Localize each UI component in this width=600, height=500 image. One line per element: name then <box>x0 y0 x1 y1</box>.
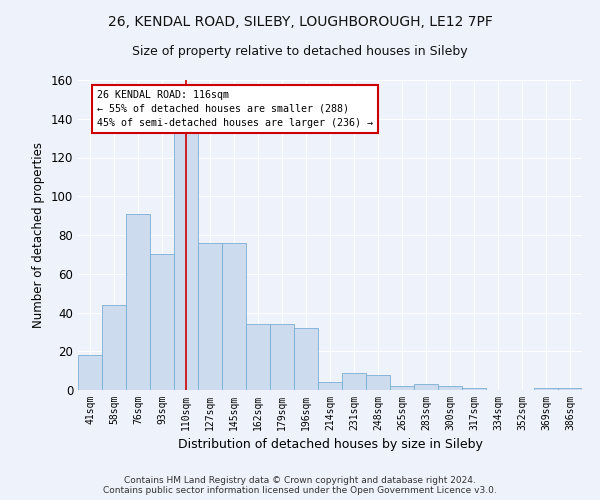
Bar <box>246 324 270 390</box>
Text: Contains HM Land Registry data © Crown copyright and database right 2024.
Contai: Contains HM Land Registry data © Crown c… <box>103 476 497 495</box>
Bar <box>150 254 174 390</box>
Bar <box>390 386 414 390</box>
Text: 26 KENDAL ROAD: 116sqm
← 55% of detached houses are smaller (288)
45% of semi-de: 26 KENDAL ROAD: 116sqm ← 55% of detached… <box>97 90 373 128</box>
Text: 26, KENDAL ROAD, SILEBY, LOUGHBOROUGH, LE12 7PF: 26, KENDAL ROAD, SILEBY, LOUGHBOROUGH, L… <box>107 15 493 29</box>
Bar <box>342 372 366 390</box>
Bar <box>78 355 102 390</box>
Bar <box>318 382 342 390</box>
Bar <box>534 388 558 390</box>
Bar <box>294 328 318 390</box>
Bar <box>366 374 390 390</box>
Bar <box>462 388 486 390</box>
Bar <box>438 386 462 390</box>
Bar <box>222 243 246 390</box>
Y-axis label: Number of detached properties: Number of detached properties <box>32 142 45 328</box>
Bar <box>174 132 198 390</box>
Bar <box>558 388 582 390</box>
Bar <box>126 214 150 390</box>
Bar <box>198 243 222 390</box>
Text: Size of property relative to detached houses in Sileby: Size of property relative to detached ho… <box>132 45 468 58</box>
Bar <box>270 324 294 390</box>
Bar <box>102 304 126 390</box>
Bar <box>414 384 438 390</box>
X-axis label: Distribution of detached houses by size in Sileby: Distribution of detached houses by size … <box>178 438 482 452</box>
